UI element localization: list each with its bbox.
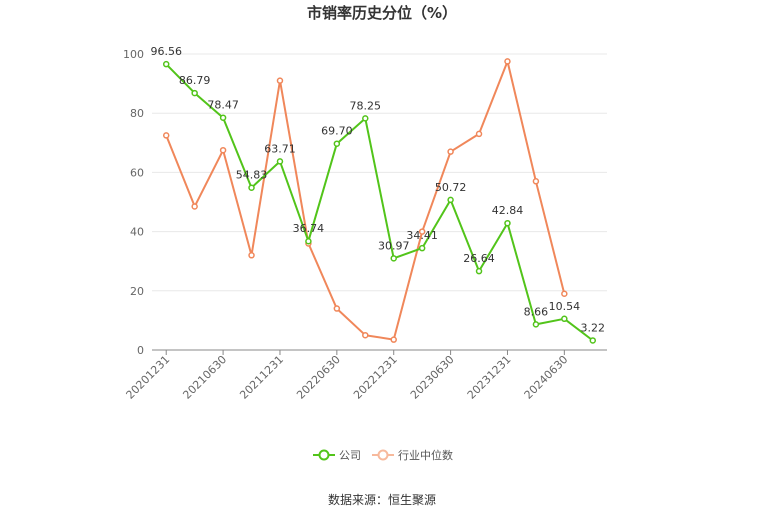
point-industry-median-20221231	[390, 336, 397, 343]
point-industry-median-20220630	[333, 305, 341, 312]
x-tick-label-20211231: 20211231	[237, 353, 286, 402]
legend[interactable]: 公司 行业中位数	[313, 448, 453, 462]
point-company-20230331	[418, 244, 426, 252]
point-industry-median-20240331	[532, 178, 540, 185]
x-tick-label-20201231: 20201231	[124, 353, 173, 402]
point-company-20210331	[191, 89, 198, 97]
point-company-20211231	[276, 158, 284, 165]
series-layer	[162, 58, 597, 344]
data-label-company-20230930: 26.64	[463, 252, 495, 265]
data-label-company-20230331: 34.41	[406, 229, 438, 242]
data-label-company-20220930: 78.25	[350, 99, 382, 112]
x-tick-label-20210630: 20210630	[180, 353, 229, 402]
legend-item-company[interactable]: 公司	[313, 449, 361, 462]
point-company-20220630	[333, 140, 341, 147]
y-tick-label-40: 40	[130, 226, 144, 239]
point-company-20220331	[305, 237, 312, 245]
data-label-company-20210630: 78.47	[207, 99, 239, 112]
legend-company-marker	[318, 449, 330, 461]
point-company-20221231	[390, 255, 397, 262]
y-axis: 0 20 40 60 80 100	[123, 48, 144, 357]
x-tick-label-20240630: 20240630	[522, 353, 571, 402]
y-tick-label-80: 80	[130, 107, 144, 120]
x-axis: 20201231 20210630 20211231 20220630 20221231…	[124, 349, 607, 402]
point-industry-median-20210331	[191, 203, 198, 210]
data-label-company-20211231: 63.71	[264, 142, 296, 155]
point-company-20240930	[589, 337, 597, 344]
y-tick-label-100: 100	[123, 48, 144, 61]
chart-title: 市销率历史分位（%）	[307, 4, 457, 22]
point-industry-median-20220930	[362, 331, 369, 339]
grid-lines	[152, 53, 607, 292]
point-industry-median-20201231	[162, 132, 170, 139]
y-tick-label-20: 20	[130, 285, 144, 298]
legend-company-label: 公司	[339, 449, 361, 462]
point-company-20240630	[561, 315, 568, 323]
series-line-company	[165, 63, 594, 342]
data-label-company-20240331: 8.66	[524, 305, 549, 318]
y-tick-label-0: 0	[137, 344, 144, 357]
point-company-20240331	[532, 321, 540, 328]
data-label-company-20220630: 69.70	[321, 125, 353, 138]
data-labels: 96.56 86.79 78.47 54.83 63.71 36.74 69.70 78.25…	[150, 45, 605, 334]
x-tick-label-20220630: 20220630	[294, 353, 343, 402]
point-industry-median-20230630	[447, 148, 454, 155]
point-company-20220930	[362, 115, 369, 122]
x-tick-label-20231231: 20231231	[465, 353, 514, 402]
x-tick-label-20221231: 20221231	[351, 353, 400, 402]
point-company-20230930	[475, 267, 483, 275]
point-company-20201231	[162, 60, 170, 68]
data-label-company-20231231: 42.84	[492, 204, 524, 217]
data-label-company-20210331: 86.79	[179, 74, 211, 87]
data-label-company-20201231: 96.56	[150, 45, 182, 58]
point-company-20230630	[447, 196, 454, 204]
point-industry-median-20210630	[219, 146, 227, 154]
point-industry-median-20210930	[248, 252, 255, 259]
point-company-20210930	[248, 184, 255, 191]
data-label-company-20220331: 36.74	[293, 222, 325, 235]
data-label-company-20221231: 30.97	[378, 239, 410, 252]
data-label-company-20240930: 3.22	[581, 321, 606, 334]
y-tick-label-60: 60	[130, 166, 144, 179]
data-label-company-20230630: 50.72	[435, 181, 467, 194]
point-industry-median-20230331	[418, 228, 426, 235]
source-note: 数据来源：恒生聚源	[328, 492, 436, 507]
legend-industry-label: 行业中位数	[398, 448, 453, 462]
point-industry-median-20230930	[475, 130, 483, 138]
point-industry-median-20231231	[504, 58, 511, 65]
point-company-20210630	[219, 114, 227, 121]
legend-industry-marker	[377, 449, 389, 461]
point-company-20231231	[504, 219, 511, 227]
data-label-company-20210930: 54.83	[236, 169, 268, 182]
point-industry-median-20211231	[276, 77, 284, 84]
point-industry-median-20240630	[561, 290, 568, 298]
data-label-company-20240630: 10.54	[549, 300, 581, 313]
legend-item-industry-median[interactable]: 行业中位数	[372, 448, 453, 462]
x-tick-label-20230630: 20230630	[408, 353, 457, 402]
